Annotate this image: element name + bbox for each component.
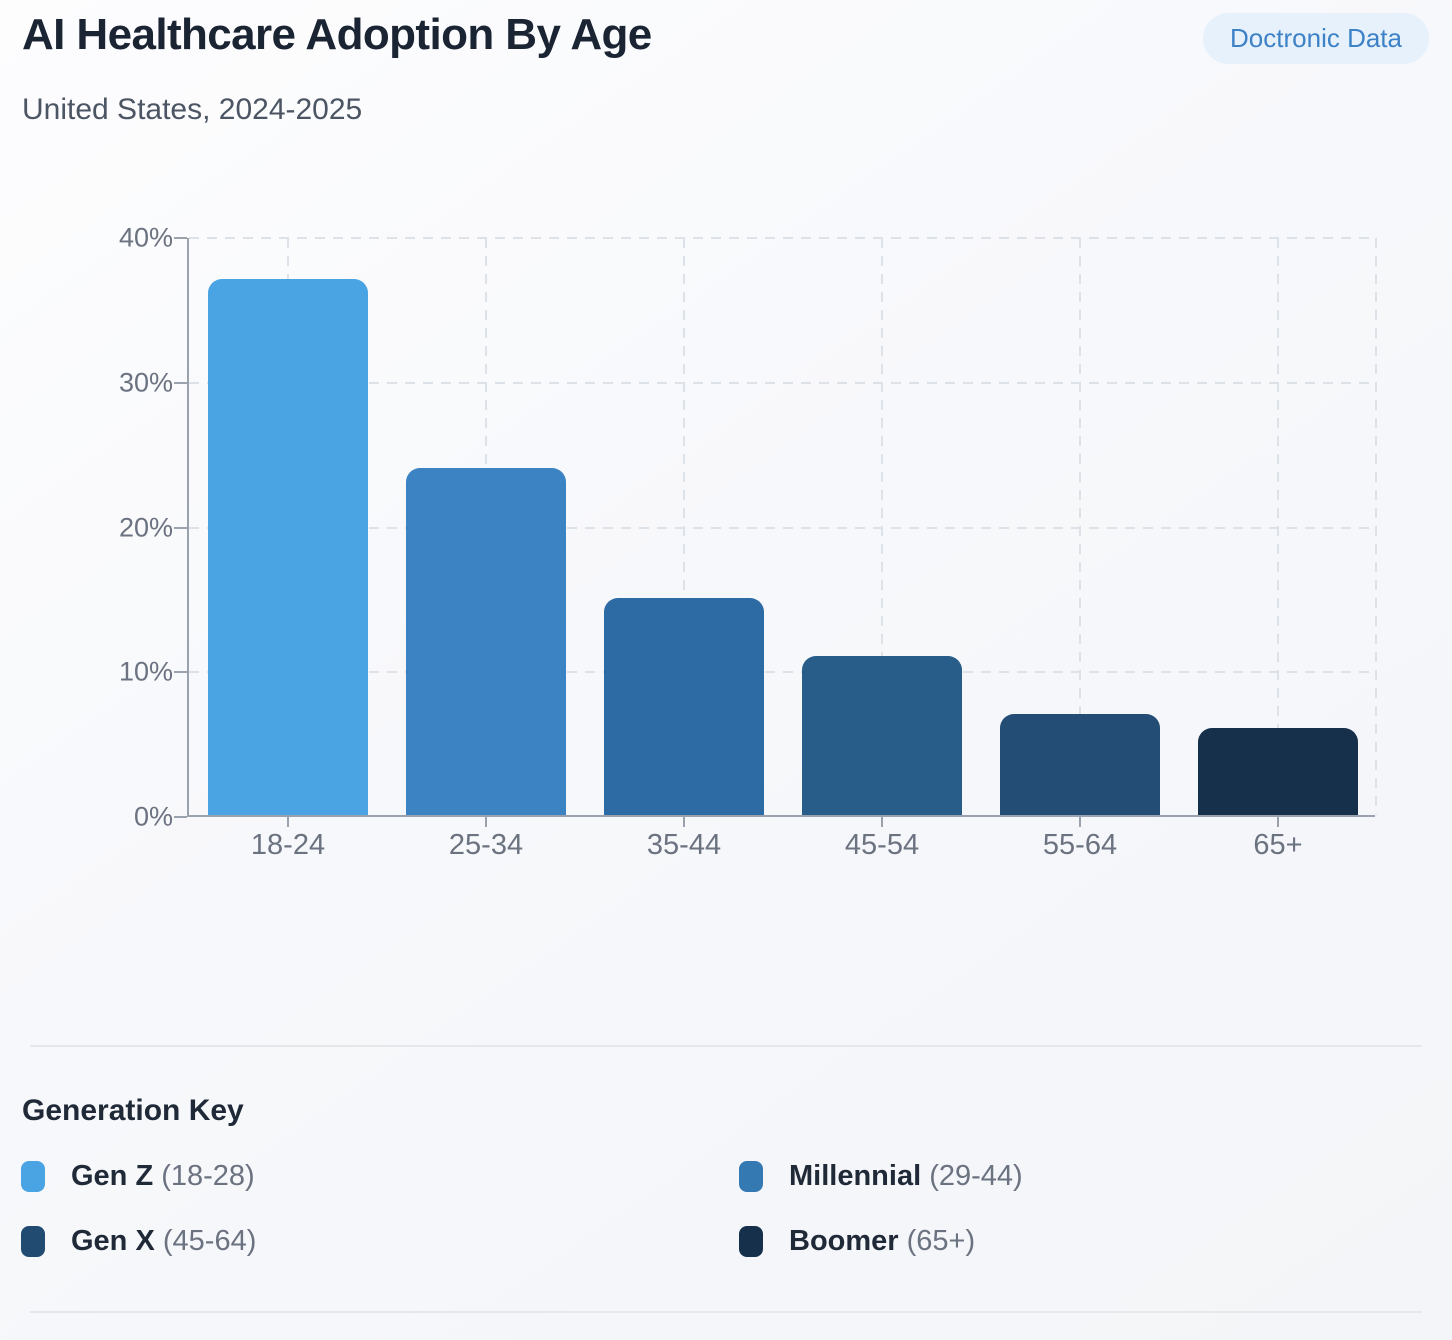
legend-range: (45-64) xyxy=(154,1225,257,1257)
x-axis-tick xyxy=(287,815,289,827)
legend-item-millennial: Millennial (29-44) xyxy=(739,1160,1425,1193)
x-gridline xyxy=(1277,238,1279,815)
x-axis-tick xyxy=(1277,815,1279,827)
bar-65+ xyxy=(1198,728,1358,815)
x-axis-tick xyxy=(881,815,883,827)
doctronic-data-badge[interactable]: Doctronic Data xyxy=(1203,13,1429,64)
x-axis-label: 35-44 xyxy=(646,829,722,861)
legend-swatch-icon xyxy=(739,1226,763,1257)
y-gridline xyxy=(189,237,1375,239)
legend-label: Boomer (65+) xyxy=(789,1225,975,1258)
plot-area: 40% 30% 20% 10% 0% 18-24 25-34 35-44 45-54 55-64 6… xyxy=(119,223,1377,861)
y-axis-label: 0% xyxy=(133,801,173,832)
bar-35-44 xyxy=(604,597,764,815)
legend-label: Gen X (45-64) xyxy=(71,1225,256,1258)
y-gridline xyxy=(189,526,1375,529)
x-axis-label: 18-24 xyxy=(250,829,326,861)
x-axis-tick xyxy=(683,815,685,827)
y-axis-label: 20% xyxy=(118,512,173,542)
x-axis-label: 25-34 xyxy=(448,829,524,861)
x-axis-tick xyxy=(1079,815,1081,827)
divider-top xyxy=(30,1045,1422,1047)
legend-label: Gen Z (18-28) xyxy=(71,1160,255,1193)
bar-55-64 xyxy=(1000,713,1160,815)
page-title: AI Healthcare Adoption By Age xyxy=(22,10,652,59)
y-axis-tick xyxy=(174,381,187,384)
legend-heading: Generation Key xyxy=(22,1094,244,1127)
bar-25-34 xyxy=(406,467,566,815)
legend-grid: Gen Z (18-28) Millennial (29-44) Gen X (45… xyxy=(21,1160,1425,1258)
x-axis-label: 45-54 xyxy=(844,829,920,861)
x-axis-tick xyxy=(485,815,487,827)
legend-swatch-icon xyxy=(739,1161,763,1192)
legend-item-boomer: Boomer (65+) xyxy=(739,1225,1425,1258)
legend-range: (65+) xyxy=(898,1225,976,1257)
bar-18-24 xyxy=(208,279,368,815)
legend-swatch-icon xyxy=(21,1226,45,1257)
x-axis-label: 65+ xyxy=(1253,829,1303,861)
legend-swatch-icon xyxy=(21,1161,45,1192)
y-gridline xyxy=(189,671,1375,674)
legend-item-gen-x: Gen X (45-64) xyxy=(21,1225,739,1258)
bar-45-54 xyxy=(802,655,962,815)
legend-range: (18-28) xyxy=(153,1160,255,1192)
x-gridline-right-edge xyxy=(1375,238,1377,815)
legend-name: Millennial xyxy=(789,1160,922,1192)
legend-name: Gen X xyxy=(71,1225,155,1257)
y-axis-tick xyxy=(174,237,187,239)
x-gridline xyxy=(1079,238,1081,815)
x-gridline xyxy=(881,238,883,815)
y-axis-tick xyxy=(174,671,187,674)
legend-name: Boomer xyxy=(789,1225,899,1257)
y-axis-label: 10% xyxy=(118,656,173,687)
y-axis-tick xyxy=(174,816,187,818)
legend-item-gen-z: Gen Z (18-28) xyxy=(21,1160,739,1193)
page-subtitle: United States, 2024-2025 xyxy=(22,93,363,126)
y-gridline xyxy=(189,381,1375,384)
legend-label: Millennial (29-44) xyxy=(789,1160,1023,1193)
legend-name: Gen Z xyxy=(71,1160,154,1192)
y-axis-label: 40% xyxy=(118,222,173,253)
y-axis-label: 30% xyxy=(118,367,173,398)
divider-bottom xyxy=(30,1311,1422,1313)
legend-range: (29-44) xyxy=(921,1160,1023,1192)
y-axis-tick xyxy=(174,526,187,529)
x-axis-label: 55-64 xyxy=(1042,829,1118,861)
x-gridline xyxy=(683,238,685,815)
